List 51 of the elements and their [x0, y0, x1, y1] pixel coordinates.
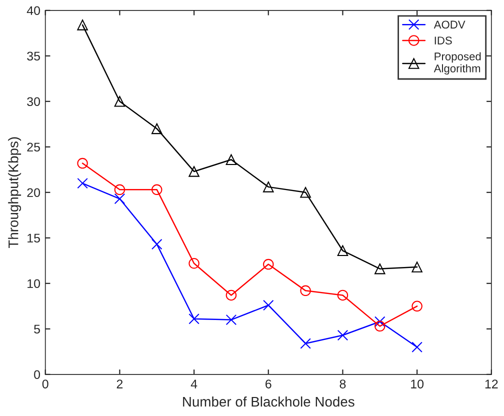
- y-tick-label: 0: [34, 370, 40, 380]
- point: [151, 238, 162, 250]
- point: [77, 178, 88, 189]
- point: [114, 96, 126, 107]
- point: [151, 123, 162, 134]
- point: [337, 330, 348, 341]
- point: [263, 182, 274, 192]
- point: [300, 338, 311, 349]
- point: [188, 258, 200, 269]
- y-tick-label: 35: [27, 52, 40, 61]
- x-axis-title: Number of Blackhole Nodes: [183, 396, 354, 407]
- x-tick-label: 12: [485, 380, 498, 388]
- y-tick-label: 15: [28, 234, 40, 243]
- point: [412, 262, 422, 272]
- x-tick-label: 6: [266, 380, 272, 388]
- point: [263, 300, 274, 311]
- legend-label: Proposed Algorithm: [434, 52, 481, 75]
- legend-label: IDS: [434, 36, 452, 44]
- point: [114, 184, 126, 196]
- point: [77, 20, 88, 30]
- y-tick-label: 40: [26, 6, 40, 16]
- point: [300, 187, 311, 198]
- y-tick-label: 20: [27, 188, 40, 198]
- point: [226, 290, 237, 301]
- point: [188, 166, 200, 177]
- point: [263, 258, 274, 270]
- x-tick-label: 10: [411, 380, 424, 388]
- point: [412, 300, 422, 312]
- point: [337, 245, 348, 256]
- point: [226, 154, 237, 166]
- point: [374, 320, 386, 332]
- y-tick-label: 25: [27, 142, 40, 152]
- point: [114, 193, 126, 204]
- y-tick-label: 5: [34, 324, 40, 334]
- point: [300, 285, 311, 296]
- point: [337, 290, 348, 301]
- point: [226, 314, 237, 326]
- x-tick-label: 2: [116, 380, 123, 388]
- x-tick-label: 8: [340, 380, 346, 388]
- y-axis-title: Throughput(Kbps): [8, 137, 22, 248]
- point: [151, 184, 162, 196]
- point: [412, 342, 422, 352]
- y-tick-label: 10: [28, 279, 40, 288]
- point: [188, 314, 200, 324]
- point: [374, 316, 386, 327]
- y-tick-label: 30: [27, 97, 40, 106]
- legend-label: AODV: [434, 20, 466, 29]
- point: [374, 263, 386, 274]
- x-tick-label: 0: [42, 380, 48, 388]
- point: [77, 158, 88, 169]
- x-tick-label: 4: [190, 380, 198, 388]
